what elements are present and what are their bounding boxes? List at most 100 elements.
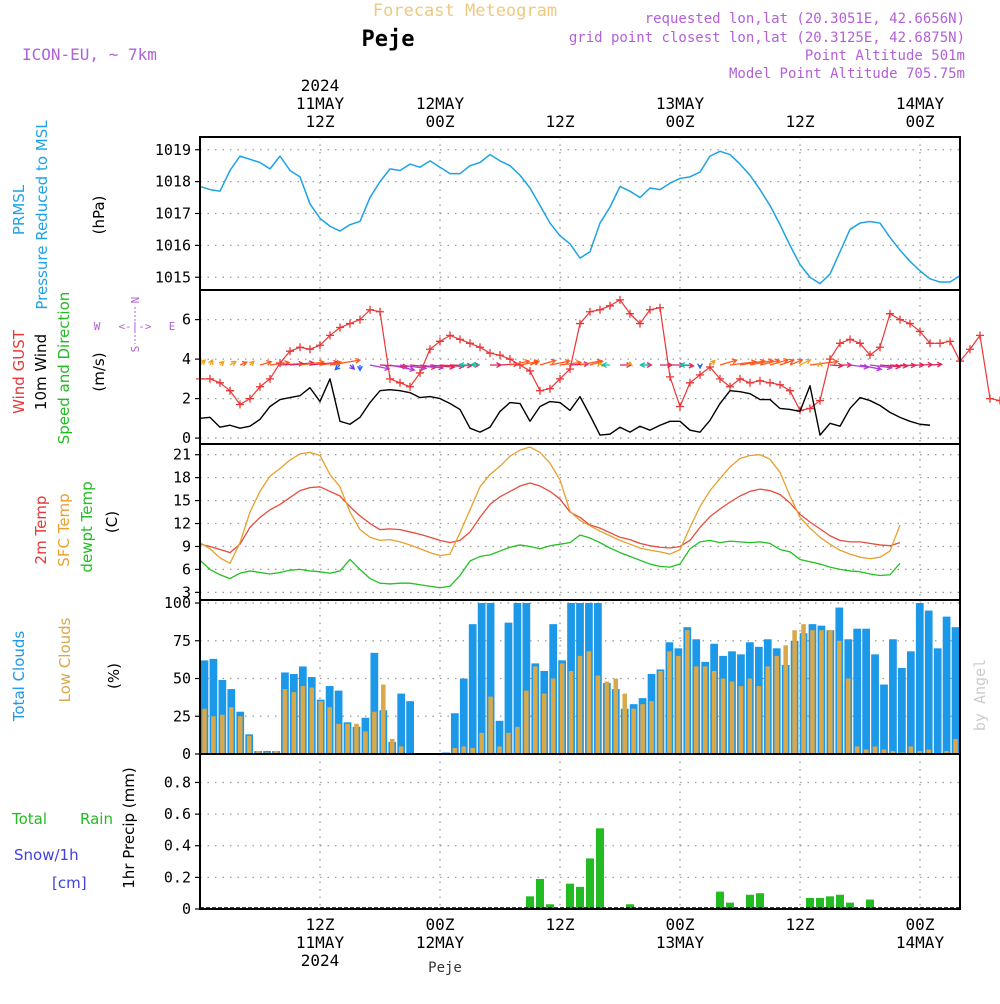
panel-frame-precip <box>199 753 961 910</box>
gust-marker <box>556 374 564 383</box>
low-cloud-bar <box>810 630 815 754</box>
temp-2m-line <box>199 482 901 554</box>
precip-bar <box>816 897 824 909</box>
gust-marker <box>716 374 724 383</box>
y-tick-label: 25 <box>173 707 191 725</box>
low-cloud-bar <box>819 630 824 754</box>
low-cloud-bar <box>497 746 502 754</box>
low-cloud-bar <box>372 711 377 754</box>
low-cloud-bar <box>828 630 833 754</box>
total-cloud-bar <box>459 678 468 754</box>
low-cloud-bar <box>220 714 225 754</box>
low-cloud-bar <box>667 651 672 754</box>
total-cloud-bar <box>951 627 960 754</box>
total-cloud-bar <box>495 720 504 754</box>
low-cloud-bar <box>845 678 851 754</box>
low-cloud-bar <box>693 666 699 754</box>
low-cloud-bar <box>577 655 583 754</box>
gust-marker <box>356 315 364 324</box>
low-cloud-bar <box>506 732 511 754</box>
low-cloud-bar <box>702 666 708 754</box>
bottom-time-label: 14MAY <box>896 933 945 952</box>
gust-marker <box>746 378 754 387</box>
low-cloud-bar <box>792 630 797 754</box>
low-cloud-bar <box>345 723 350 754</box>
wind-arrow <box>859 364 883 372</box>
y-tick-label: 75 <box>173 632 191 650</box>
temp-dewpt-line <box>199 534 901 589</box>
top-time-label: 00Z <box>426 112 455 131</box>
wind-arrow <box>697 363 703 370</box>
total-cloud-bar <box>477 603 486 754</box>
low-cloud-bar <box>649 701 654 754</box>
low-cloud-bar <box>729 681 735 754</box>
gust-marker <box>616 295 624 304</box>
top-time-label: 12Z <box>546 112 575 131</box>
gust-marker <box>926 339 934 348</box>
low-cloud-bar <box>765 666 771 754</box>
label-total-clouds: Total Clouds <box>10 631 28 723</box>
gust-marker <box>416 368 424 377</box>
gust-marker <box>696 370 704 379</box>
wind-arrow <box>929 361 944 368</box>
wind-arrow <box>218 360 225 367</box>
gust-marker <box>306 345 314 354</box>
gust-marker <box>426 345 434 354</box>
compass-icon: N S W E <-|-> <box>94 297 176 353</box>
wind-arrow <box>600 362 610 368</box>
low-cloud-bar <box>595 675 601 754</box>
gust-marker <box>606 301 614 310</box>
wind-arrow <box>529 360 541 366</box>
gust-marker <box>486 349 494 358</box>
compass-n: N <box>129 297 142 304</box>
y-tick-label: 21 <box>173 446 191 464</box>
gust-marker <box>996 396 1000 405</box>
wind-arrow <box>357 365 363 372</box>
low-cloud-bar <box>953 738 958 754</box>
wind-arrow <box>239 361 249 367</box>
gust-marker <box>336 323 344 332</box>
total-cloud-bar <box>468 624 477 754</box>
y-tick-label: 6 <box>182 560 191 578</box>
wind-arrow <box>679 362 690 368</box>
total-cloud-bar <box>915 603 924 754</box>
low-cloud-bar <box>354 723 359 754</box>
precip-bar <box>726 902 734 909</box>
gust-marker <box>666 372 674 381</box>
y-tick-label: 1016 <box>155 236 191 254</box>
y-tick-label: 1018 <box>155 173 191 191</box>
y-tick-label: 100 <box>164 594 191 612</box>
y-tick-label: 1019 <box>155 141 191 159</box>
wind-gust-line <box>200 299 1000 412</box>
wind-arrow <box>208 358 214 366</box>
low-cloud-bar <box>559 663 565 754</box>
gust-marker <box>756 376 764 385</box>
y-tick-label: 0 <box>182 429 191 447</box>
low-cloud-bar <box>381 684 386 754</box>
y-tick-label: 0.8 <box>164 773 191 791</box>
gust-marker <box>576 319 584 328</box>
gust-marker <box>636 319 644 328</box>
temp-sfc-line <box>199 446 901 564</box>
low-cloud-bar <box>237 716 243 754</box>
wind-arrow <box>769 358 790 366</box>
wind-arrow <box>779 358 796 366</box>
gust-marker <box>206 374 214 383</box>
y-tick-label: 4 <box>182 350 191 368</box>
gust-marker <box>456 335 464 344</box>
low-cloud-bar <box>524 690 529 754</box>
requested-coords: requested lon,lat (20.3051E, 42.6656N) <box>645 11 965 27</box>
precip-bar <box>596 828 604 909</box>
wind-arrow <box>334 364 341 371</box>
low-cloud-bar <box>273 750 279 754</box>
precip-bar <box>576 886 584 909</box>
top-time-label: 12Z <box>786 112 815 131</box>
gust-marker <box>586 307 594 316</box>
gust-marker <box>216 378 224 387</box>
model-name: ICON-EU, ~ 7km <box>22 45 157 64</box>
watermark: by Angel <box>971 659 989 731</box>
precip-bar <box>866 899 874 909</box>
gust-marker <box>316 341 324 350</box>
gust-marker <box>366 305 374 314</box>
